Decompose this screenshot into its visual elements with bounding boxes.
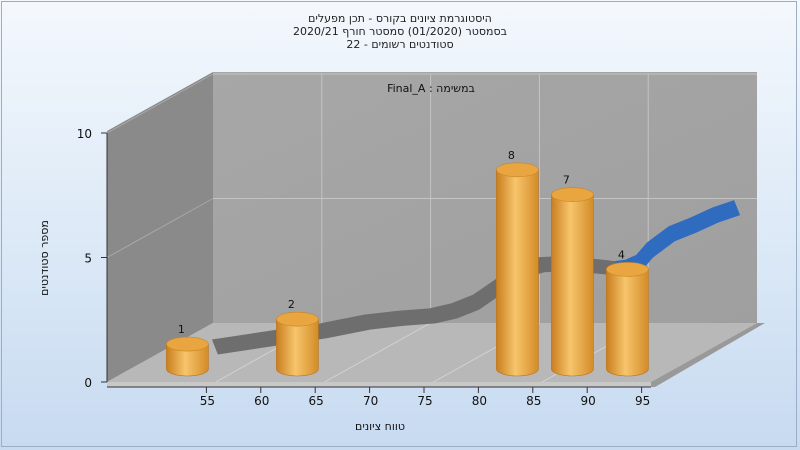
chart-title: היסטוגרמת ציונים בקורס - תכן מפעלים — [308, 12, 492, 25]
bar-top — [551, 187, 594, 202]
x-axis-label: טווח ציונים — [355, 420, 405, 433]
bars: 1 2 8 7 4 — [166, 149, 649, 377]
y-tick-label: 10 — [77, 127, 92, 141]
x-tick-label: 95 — [635, 394, 650, 408]
bar-value-label: 4 — [618, 248, 625, 261]
bar-body — [496, 169, 539, 377]
chart-subtitle-semester: בסמסטר (01/2020) סמסטר חורף 2020/21 — [293, 25, 507, 38]
chart-subtitle-students: סטודנטים רשומים - 22 — [346, 38, 454, 51]
bar-top — [276, 311, 319, 327]
bar-85: 8 — [496, 149, 539, 377]
gridline-side — [106, 73, 214, 134]
gridline-side — [106, 198, 214, 258]
x-tick-label: 60 — [254, 394, 269, 408]
bar-body — [551, 194, 594, 377]
floor-side-edge — [651, 323, 765, 387]
bar-95: 4 — [606, 248, 649, 377]
x-tick-label: 80 — [472, 394, 487, 408]
bar-top — [166, 336, 209, 352]
back-wall — [213, 72, 757, 323]
annotation-label: Final_A : במשימה — [387, 82, 475, 95]
y-axis-label: מספר סטודנטים — [38, 220, 51, 296]
x-tick-label: 90 — [581, 394, 596, 408]
x-tick-label: 85 — [526, 394, 541, 408]
bar-90: 7 — [551, 174, 594, 377]
y-tick-label: 5 — [84, 252, 92, 266]
bar-value-label: 1 — [178, 323, 185, 336]
x-tick-label: 75 — [417, 394, 432, 408]
bar-value-label: 2 — [288, 298, 295, 311]
curve-blue-segment — [614, 200, 741, 277]
x-tick-label: 65 — [309, 394, 324, 408]
x-tick-label: 70 — [363, 394, 378, 408]
axes: 0 5 10 55 60 65 70 75 80 85 90 95 — [77, 127, 651, 408]
floor-front-edge — [107, 382, 651, 387]
bar-55: 1 — [166, 323, 209, 377]
bar-body — [606, 269, 649, 377]
y-tick-label: 0 — [84, 376, 92, 390]
x-tick-label: 55 — [200, 394, 215, 408]
bar-65: 2 — [276, 298, 319, 377]
bar-body — [276, 318, 319, 377]
bar-top — [606, 262, 649, 277]
bar-top — [496, 162, 539, 178]
grid-lines — [106, 73, 757, 383]
bar-value-label: 7 — [563, 174, 570, 187]
bar-body — [166, 343, 209, 377]
bar-value-label: 8 — [508, 149, 515, 162]
side-wall — [107, 72, 213, 382]
gridline-floor — [324, 322, 431, 383]
